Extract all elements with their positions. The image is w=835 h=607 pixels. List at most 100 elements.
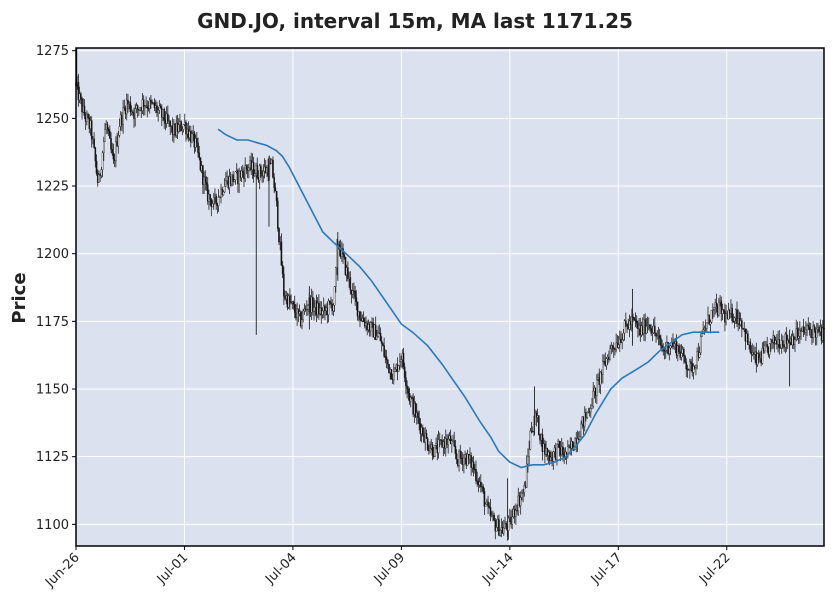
candle-body bbox=[482, 486, 485, 492]
x-tick-label: Jul-04 bbox=[262, 550, 299, 587]
candle-body bbox=[383, 345, 385, 357]
candle-body bbox=[225, 180, 227, 187]
candle-body bbox=[94, 147, 97, 162]
candle-body bbox=[406, 385, 408, 390]
candle-body bbox=[209, 194, 211, 200]
candle-body bbox=[351, 290, 354, 295]
candle-body bbox=[596, 379, 598, 396]
candle-body bbox=[254, 173, 256, 177]
candle-body bbox=[645, 325, 648, 334]
candle-body bbox=[169, 120, 172, 127]
candle-body bbox=[454, 445, 457, 454]
candle-body bbox=[709, 321, 712, 325]
candle-body bbox=[525, 463, 528, 488]
candle-body bbox=[592, 391, 594, 407]
moving-average-line bbox=[217, 128, 720, 469]
candle-body bbox=[689, 361, 691, 370]
y-tick-label: 1275 bbox=[36, 44, 69, 59]
plot-frame bbox=[75, 47, 825, 547]
candle-body bbox=[683, 348, 685, 357]
candle-body bbox=[397, 365, 400, 372]
candle-body bbox=[217, 197, 220, 206]
candle-body bbox=[98, 174, 100, 183]
candle-body bbox=[150, 99, 152, 103]
candle-body bbox=[83, 105, 86, 116]
candle-body bbox=[382, 343, 384, 346]
candle-body bbox=[204, 176, 207, 183]
candle-body bbox=[275, 190, 278, 202]
plot-background bbox=[76, 48, 824, 546]
candle-body bbox=[157, 109, 159, 113]
candle-body bbox=[459, 450, 462, 459]
candle-body bbox=[580, 423, 582, 438]
candle-body bbox=[690, 361, 692, 364]
y-axis-ticks: 1100 1125 1150 1175 1200 1225 1250 1275 bbox=[36, 44, 76, 533]
candle-body bbox=[117, 135, 120, 147]
candle-body bbox=[206, 184, 209, 202]
candle-body bbox=[684, 355, 686, 363]
candle-body bbox=[118, 126, 121, 136]
y-tick-label: 1150 bbox=[36, 383, 69, 398]
candle-body bbox=[321, 310, 324, 315]
candle-body bbox=[523, 485, 526, 493]
candle-body bbox=[531, 431, 534, 433]
candle-body bbox=[77, 82, 80, 101]
candle-body bbox=[370, 322, 372, 332]
candle-body bbox=[495, 527, 498, 532]
candle-body bbox=[660, 338, 662, 346]
candle-body bbox=[710, 310, 713, 323]
x-tick-label: Jul-17 bbox=[588, 550, 625, 587]
y-axis-label: Price bbox=[9, 272, 30, 323]
candle-body bbox=[731, 307, 733, 321]
candle-body bbox=[159, 105, 162, 109]
candle-body bbox=[721, 309, 724, 314]
candle-body bbox=[625, 320, 627, 324]
candle-body bbox=[617, 344, 620, 348]
candle-body bbox=[101, 152, 104, 170]
candle-body bbox=[244, 165, 246, 179]
candle-body bbox=[692, 366, 695, 373]
candle-body bbox=[498, 519, 500, 536]
candle-body bbox=[422, 427, 424, 436]
candle-body bbox=[507, 517, 510, 531]
candle-body bbox=[634, 319, 637, 322]
candle-body bbox=[720, 300, 723, 314]
candle-body bbox=[749, 341, 752, 353]
x-tick-label: Jul-01 bbox=[154, 550, 191, 587]
candle-body bbox=[579, 436, 581, 440]
candle-body bbox=[476, 480, 478, 482]
candle-body bbox=[240, 170, 243, 178]
candle-body bbox=[505, 522, 507, 528]
candle-body bbox=[414, 403, 417, 417]
candle-body bbox=[785, 333, 788, 344]
candle-body bbox=[417, 412, 419, 418]
candle-body bbox=[403, 366, 406, 378]
candle-body bbox=[727, 310, 730, 320]
x-tick-label: Jul-09 bbox=[371, 550, 408, 587]
candle-body bbox=[699, 336, 702, 353]
candle-body bbox=[241, 170, 244, 173]
y-tick-label: 1225 bbox=[36, 180, 69, 195]
candle-body bbox=[245, 165, 248, 170]
candle-body bbox=[440, 439, 442, 441]
candle-body bbox=[685, 361, 688, 370]
candle-body bbox=[426, 438, 429, 450]
candle-body bbox=[359, 311, 361, 320]
candle-body bbox=[605, 358, 608, 366]
candle-body bbox=[556, 443, 558, 460]
candle-body bbox=[535, 412, 538, 418]
candle-body bbox=[191, 133, 193, 143]
candle-body bbox=[115, 141, 117, 162]
candle-body bbox=[451, 440, 453, 444]
candle-body bbox=[609, 348, 611, 360]
candle-body bbox=[821, 327, 824, 341]
candle-body bbox=[437, 439, 440, 454]
candle-body bbox=[434, 445, 436, 457]
candle-body bbox=[156, 105, 158, 113]
candle-body bbox=[349, 277, 352, 291]
candle-body bbox=[212, 196, 215, 205]
candle-body bbox=[409, 397, 412, 402]
candle-body bbox=[380, 340, 383, 344]
candle-body bbox=[81, 98, 83, 113]
